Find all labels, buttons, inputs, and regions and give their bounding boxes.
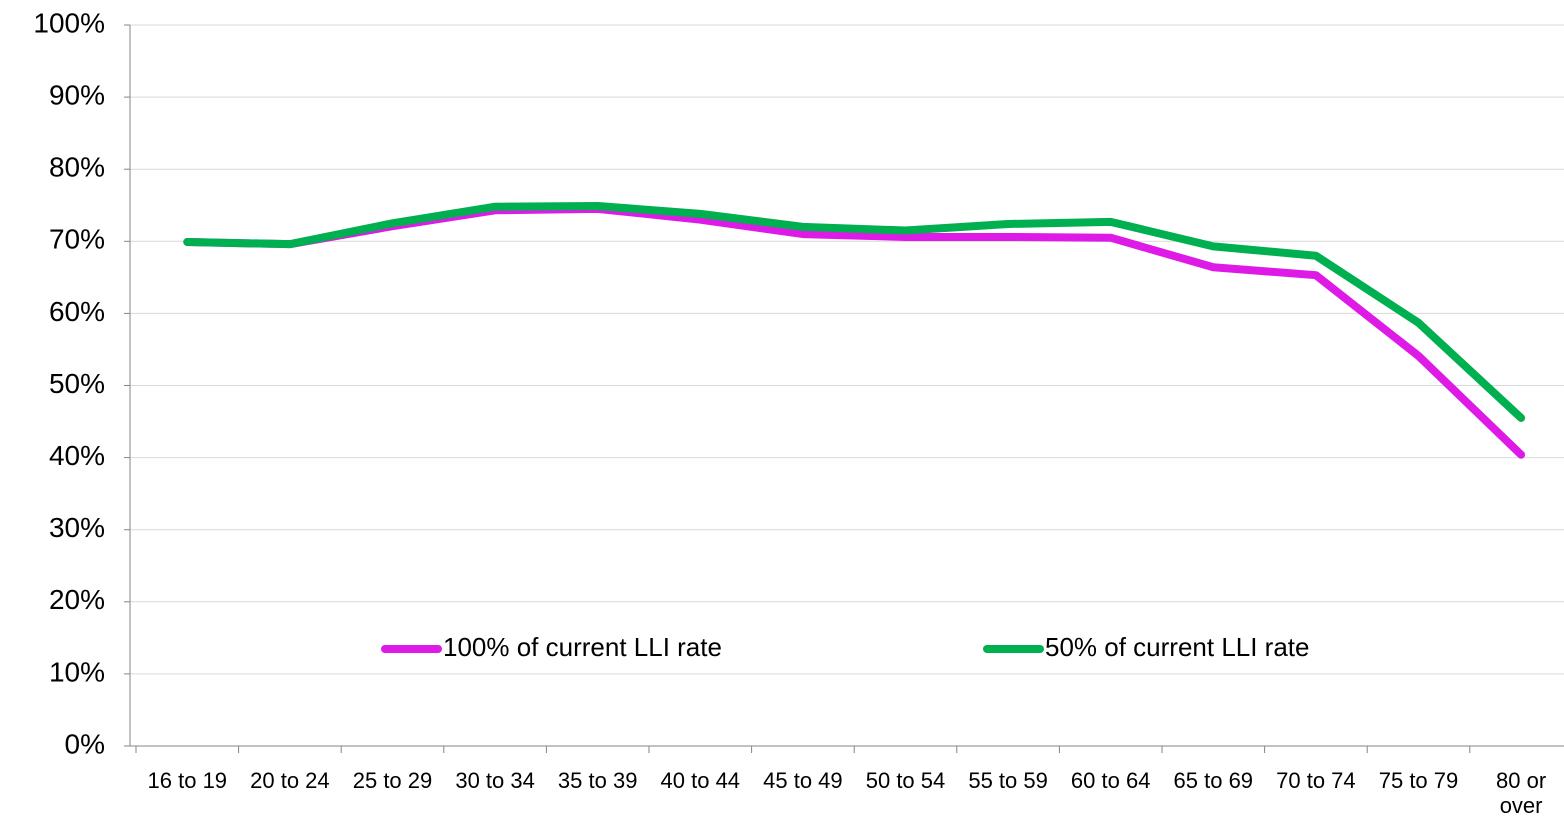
legend-label: 100% of current LLI rate — [443, 632, 722, 662]
y-tick-label: 40% — [49, 440, 105, 471]
y-tick-label: 100% — [33, 7, 105, 38]
y-tick-label: 30% — [49, 512, 105, 543]
x-tick-label: 50 to 54 — [865, 768, 946, 793]
x-tick-label: 75 to 79 — [1378, 768, 1459, 793]
x-tick-label: 40 to 44 — [660, 768, 741, 793]
y-tick-label: 60% — [49, 296, 105, 327]
x-tick-label: 25 to 29 — [352, 768, 433, 793]
x-tick-label: 20 to 24 — [250, 768, 330, 793]
y-tick-label: 0% — [65, 728, 105, 759]
x-tick-label: 80 or over — [1496, 768, 1547, 818]
series-line — [183, 201, 1526, 422]
y-tick-label: 20% — [49, 584, 105, 615]
x-tick-label: 45 to 49 — [763, 768, 843, 793]
x-tick-label: 70 to 74 — [1276, 768, 1356, 793]
x-tick-label: 35 to 39 — [557, 768, 638, 793]
y-tick-label: 10% — [49, 656, 105, 687]
x-tick-label: 65 to 69 — [1173, 768, 1254, 793]
x-tick-label: 30 to 34 — [455, 768, 535, 793]
legend-label: 50% of current LLI rate — [1045, 632, 1309, 662]
x-tick-label: 60 to 64 — [1070, 768, 1151, 793]
x-tick-label: 16 to 19 — [147, 768, 228, 793]
series-line — [183, 204, 1526, 459]
y-tick-label: 70% — [49, 224, 105, 255]
y-tick-label: 90% — [49, 79, 105, 110]
y-tick-label: 80% — [49, 152, 105, 183]
y-tick-label: 50% — [49, 368, 105, 399]
x-tick-label: 55 to 59 — [968, 768, 1048, 793]
